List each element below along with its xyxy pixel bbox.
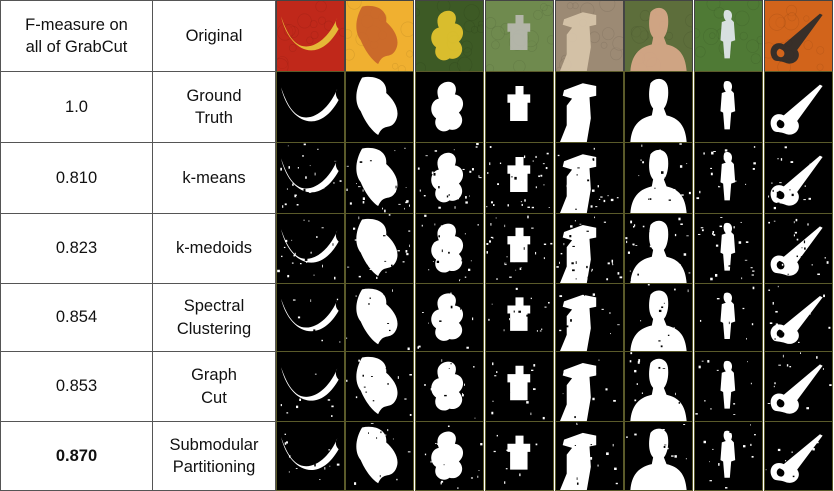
- flower-mask: [415, 421, 484, 491]
- man-mask: [624, 71, 693, 143]
- bird-mask: [345, 213, 414, 284]
- header-score-label: F-measure on all of GrabCut: [0, 0, 153, 72]
- banana-mask: [276, 421, 345, 491]
- method-line2: Cut: [201, 388, 227, 407]
- llama-mask: [555, 142, 624, 214]
- banana-mask: [276, 213, 345, 284]
- header-score-line2: all of GrabCut: [25, 38, 128, 56]
- score-value: 0.823: [55, 239, 98, 258]
- score-cell: 0.823: [0, 213, 153, 284]
- llama-photo: [555, 0, 624, 72]
- flower-mask: [415, 351, 484, 422]
- person-mask: [694, 283, 763, 352]
- flower-photo: [415, 0, 484, 72]
- method-line1: Ground: [186, 86, 242, 105]
- clay-bird-photo: [345, 0, 414, 72]
- gravestone-mask: [485, 71, 554, 143]
- score-value: 0.870: [55, 446, 98, 465]
- method-line1: Graph: [191, 366, 237, 385]
- man-mask: [624, 142, 693, 214]
- person-mask: [694, 421, 763, 491]
- person-mask: [694, 351, 763, 422]
- method-cell: k-means: [152, 142, 276, 214]
- gravestone-photo: [485, 0, 554, 72]
- method-line1: k-medoids: [175, 239, 253, 258]
- flower-mask: [415, 71, 484, 143]
- gravestone-mask: [485, 142, 554, 214]
- bird-mask: [345, 421, 414, 491]
- man-mask: [624, 421, 693, 491]
- bird-mask: [345, 142, 414, 214]
- bird-mask: [345, 283, 414, 352]
- method-line2: Clustering: [176, 319, 252, 338]
- scissors-mask: [764, 283, 833, 352]
- man-portrait-photo: [624, 0, 693, 72]
- score-cell: 0.810: [0, 142, 153, 214]
- flower-mask: [415, 213, 484, 284]
- score-value: 0.810: [55, 168, 98, 187]
- scissors-mask: [764, 351, 833, 422]
- llama-mask: [555, 71, 624, 143]
- banana-photo: [276, 0, 345, 72]
- person-mask: [694, 213, 763, 284]
- method-line1: k-means: [182, 168, 246, 187]
- man-mask: [624, 213, 693, 284]
- person-mask: [694, 142, 763, 214]
- gravestone-mask: [485, 421, 554, 491]
- score-cell: 0.854: [0, 283, 153, 352]
- banana-mask: [276, 142, 345, 214]
- flower-mask: [415, 142, 484, 214]
- method-cell: Spectral Clustering: [152, 283, 276, 352]
- method-cell: Graph Cut: [152, 351, 276, 422]
- scissors-mask: [764, 142, 833, 214]
- scissors-mask: [764, 421, 833, 491]
- bird-mask: [345, 351, 414, 422]
- score-cell: 0.853: [0, 351, 153, 422]
- llama-mask: [555, 351, 624, 422]
- flower-mask: [415, 283, 484, 352]
- gravestone-mask: [485, 213, 554, 284]
- banana-mask: [276, 351, 345, 422]
- method-line2: Partitioning: [172, 458, 256, 476]
- header-score-line1: F-measure on: [25, 15, 128, 34]
- scissors-mask: [764, 213, 833, 284]
- banana-mask: [276, 71, 345, 143]
- llama-mask: [555, 283, 624, 352]
- scissors-mask: [764, 71, 833, 143]
- score-cell: 0.870: [0, 421, 153, 491]
- gravestone-mask: [485, 283, 554, 352]
- person-in-park-photo: [694, 0, 763, 72]
- banana-mask: [276, 283, 345, 352]
- llama-mask: [555, 421, 624, 491]
- method-cell: k-medoids: [152, 213, 276, 284]
- score-value: 0.854: [55, 308, 98, 327]
- method-line1: Submodular: [169, 435, 259, 454]
- score-value: 1.0: [65, 97, 88, 116]
- method-line2: Truth: [195, 109, 233, 127]
- method-cell: Ground Truth: [152, 71, 276, 143]
- bird-mask: [345, 71, 414, 143]
- score-value: 0.853: [55, 377, 98, 396]
- gravestone-mask: [485, 351, 554, 422]
- method-line1: Spectral: [183, 297, 245, 316]
- llama-mask: [555, 213, 624, 284]
- score-cell: 1.0: [0, 71, 153, 143]
- person-mask: [694, 71, 763, 143]
- man-mask: [624, 351, 693, 422]
- scissors-photo: [764, 0, 833, 72]
- method-cell: Submodular Partitioning: [152, 421, 276, 491]
- header-original-label: Original: [152, 0, 276, 72]
- man-mask: [624, 283, 693, 352]
